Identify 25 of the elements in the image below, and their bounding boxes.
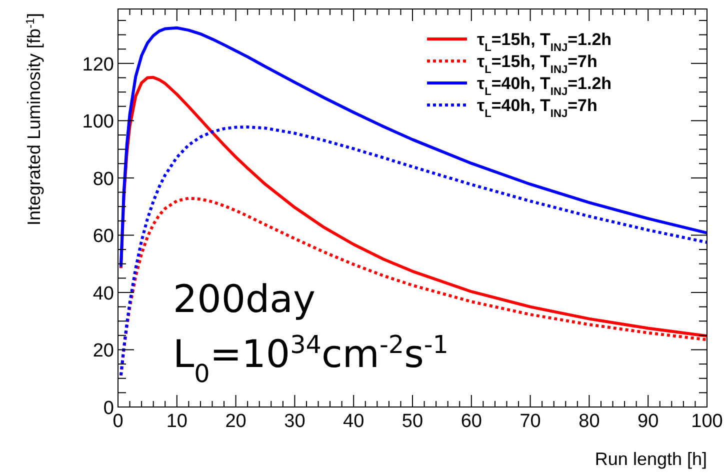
x-tick-label: 60 — [460, 411, 482, 432]
y-tick-label: 20 — [92, 340, 114, 362]
x-tick-label: 40 — [343, 411, 364, 432]
y-tick-label: 0 — [103, 398, 114, 419]
x-tick-label: 100 — [691, 411, 723, 432]
y-tick-label: 80 — [92, 168, 114, 190]
y-tick-label: 100 — [82, 112, 114, 133]
x-tick-label: 20 — [225, 411, 246, 432]
y-tick-label: 60 — [92, 226, 114, 248]
x-tick-label: 70 — [520, 411, 541, 432]
annotation: 200day — [173, 277, 316, 321]
x-axis-title: Run length [h] — [594, 449, 707, 469]
x-tick-label: 10 — [166, 411, 188, 432]
x-tick-label: 50 — [402, 411, 424, 432]
legend-label: τ$_{L}$=40h, T$_{INJ}$=7h — [477, 96, 598, 120]
legend-label: τ$_{L}$=40h, T$_{INJ}$=1.2h — [477, 74, 612, 98]
x-tick-label: 90 — [638, 411, 659, 432]
legend-label: τ$_{L}$=15h, T$_{INJ}$=7h — [477, 52, 598, 76]
line-series — [119, 26, 708, 268]
y-tick-label: 120 — [82, 54, 114, 76]
y-tick-label: 40 — [92, 283, 114, 304]
x-tick-label: 30 — [284, 411, 306, 432]
x-tick-label: 80 — [578, 411, 600, 432]
legend-label: τ$_{L}$=15h, T$_{INJ}$=1.2h — [477, 30, 612, 54]
annotation: L$_{0}$=10$^{34}$cm$^{-2}$s$^{-1}$ — [173, 330, 448, 388]
